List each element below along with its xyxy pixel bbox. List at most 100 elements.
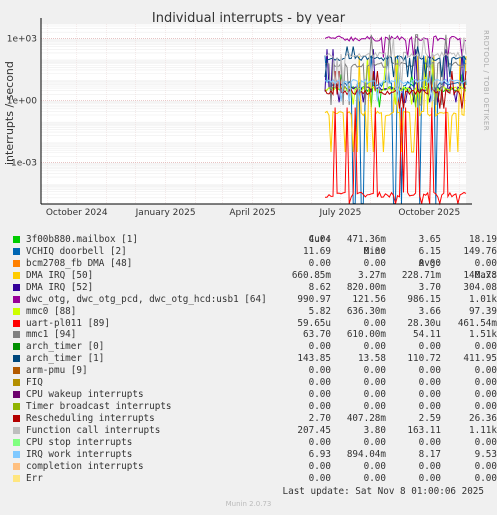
- legend-min-value: 0.00: [363, 257, 386, 269]
- legend-row: completion interrupts 0.00 0.00 0.00 0.00: [13, 461, 497, 473]
- legend-row: mmc1 [94] 63.70 610.00m 54.11 1.51k: [13, 329, 497, 341]
- legend-row: 3f00b880.mailbox [1] 4.04 471.36m 3.65 18.19: [13, 234, 497, 246]
- legend-swatch: [13, 283, 20, 291]
- legend-cur-value: 59.65u: [297, 317, 331, 329]
- legend-row: CPU stop interrupts 0.00 0.00 0.00 0.00: [13, 437, 497, 449]
- y-tick-label: 1e-03: [11, 159, 37, 169]
- series-line: [324, 46, 467, 78]
- legend-min-value: 0.00: [363, 317, 386, 329]
- legend-swatch: [13, 438, 20, 446]
- legend-series-name: uart-pl011 [89]: [26, 317, 110, 329]
- legend-series-name: 3f00b880.mailbox [1]: [26, 233, 138, 245]
- legend-series-name: CPU stop interrupts: [26, 436, 133, 448]
- legend-avg-value: 0.00: [418, 460, 441, 472]
- legend-row: arm-pmu [9] 0.00 0.00 0.00 0.00: [13, 365, 497, 377]
- legend-swatch: [13, 415, 20, 422]
- x-tick-label: January 2025: [135, 208, 196, 218]
- legend-min-value: 636.30m: [346, 305, 386, 317]
- legend-series-name: VCHIQ doorbell [2]: [26, 245, 127, 257]
- legend-min-value: 471.36m: [346, 233, 386, 245]
- y-tick-label: 1e+03: [7, 34, 37, 44]
- legend-avg-value: 6.15: [418, 245, 441, 257]
- legend-row: DMA IRQ [52] 8.62 820.00m 3.70 304.08: [13, 282, 497, 294]
- legend-max-value: 0.00: [474, 257, 497, 269]
- chart-title: Individual interrupts - by year: [151, 11, 346, 26]
- legend-series-name: Timer broadcast interrupts: [26, 401, 172, 413]
- legend-min-value: 0.00: [363, 245, 386, 257]
- legend-row: uart-pl011 [89] 59.65u 0.00 28.30u 461.54m: [13, 318, 497, 330]
- legend-row: bcm2708_fb DMA [48] 0.00 0.00 0.00 0.00: [13, 258, 497, 270]
- legend-row: FIQ 0.00 0.00 0.00 0.00: [13, 377, 497, 389]
- legend-avg-value: 0.00: [418, 472, 441, 484]
- legend-header: Cur: Min: Avg: Max:: [13, 222, 497, 281]
- legend-cur-value: 990.97: [297, 293, 331, 305]
- legend-cur-value: 0.00: [308, 460, 331, 472]
- legend-max-value: 0.00: [474, 341, 497, 353]
- legend-avg-value: 0.00: [418, 377, 441, 389]
- legend-max-value: 0.00: [474, 377, 497, 389]
- x-tick-label: October 2024: [46, 208, 108, 218]
- legend-row: Err 0.00 0.00 0.00 0.00: [13, 473, 497, 485]
- legend-row: VCHIQ doorbell [2] 11.69 0.00 6.15 149.76: [13, 246, 497, 258]
- legend-series-name: mmc1 [94]: [26, 329, 77, 341]
- legend-max-value: 26.36: [469, 413, 497, 424]
- legend-avg-value: 0.00: [418, 365, 441, 377]
- legend-swatch: [13, 367, 20, 375]
- legend-avg-value: 3.70: [418, 281, 441, 293]
- legend-min-value: 820.00m: [346, 281, 386, 293]
- legend-swatch: [13, 391, 20, 399]
- plot-area: 1e+03 1e+00 1e-03 October 2024 January 2025 A…: [7, 18, 472, 218]
- legend-swatch: [13, 355, 20, 363]
- legend: Cur: Min: Avg: Max: 3f00b880.mailbox [1]…: [13, 222, 497, 485]
- legend-swatch: [13, 319, 20, 327]
- last-update: Last update: Sat Nov 8 01:00:06 2025: [282, 486, 485, 497]
- y-tick-label: 1e+00: [7, 97, 38, 107]
- legend-avg-value: 0.00: [418, 401, 441, 413]
- legend-swatch: [13, 271, 20, 279]
- legend-cur-value: 2.70: [308, 413, 331, 424]
- legend-max-value: 0.00: [474, 365, 497, 377]
- legend-series-name: FIQ: [26, 377, 43, 389]
- legend-max-value: 0.00: [474, 460, 497, 472]
- legend-series-name: Rescheduling interrupts: [26, 413, 155, 424]
- legend-min-value: 0.00: [363, 401, 386, 413]
- legend-min-value: 0.00: [363, 341, 386, 353]
- legend-swatch: [13, 331, 20, 339]
- legend-min-value: 407.28m: [346, 413, 386, 424]
- legend-cur-value: 0.00: [308, 257, 331, 269]
- legend-min-value: 13.58: [358, 353, 386, 365]
- legend-swatch: [13, 307, 20, 315]
- legend-row: mmc0 [88] 5.82 636.30m 3.66 97.39: [13, 306, 497, 318]
- legend-rows: 3f00b880.mailbox [1] 4.04 471.36m 3.65 18.19…: [13, 234, 497, 485]
- legend-swatch: [13, 259, 20, 267]
- legend-row: CPU wakeup interrupts 0.00 0.00 0.00 0.00: [13, 389, 497, 401]
- legend-min-value: 0.00: [363, 460, 386, 472]
- legend-swatch: [13, 295, 20, 303]
- legend-max-value: 461.54m: [457, 317, 497, 329]
- legend-series-name: bcm2708_fb DMA [48]: [26, 257, 133, 269]
- legend-avg-value: 3.65: [418, 233, 441, 245]
- x-tick-label: October 2025: [398, 208, 460, 218]
- legend-avg-value: 0.00: [418, 257, 441, 269]
- legend-cur-value: 143.85: [297, 353, 331, 365]
- legend-row: Function call interrupts 207.45 3.80 163.11…: [13, 425, 497, 437]
- legend-min-value: 0.00: [363, 389, 386, 401]
- legend-avg-value: 0.00: [418, 436, 441, 448]
- legend-avg-value: 0.00: [418, 341, 441, 353]
- legend-max-value: 9.53: [474, 448, 497, 460]
- legend-cur-value: 0.00: [308, 401, 331, 413]
- legend-swatch: [13, 462, 20, 470]
- legend-max-value: 1.01k: [469, 293, 497, 305]
- legend-cur-value: 0.00: [308, 472, 331, 484]
- legend-cur-value: 660.85m: [291, 269, 331, 281]
- legend-cur-value: 11.69: [303, 245, 331, 257]
- legend-cur-value: 4.04: [308, 233, 331, 245]
- legend-cur-value: 0.00: [308, 377, 331, 389]
- legend-max-value: 0.00: [474, 401, 497, 413]
- legend-min-value: 121.56: [352, 293, 386, 305]
- legend-max-value: 0.00: [474, 389, 497, 401]
- legend-series-name: Function call interrupts: [26, 424, 161, 436]
- legend-avg-value: 2.59: [418, 413, 441, 424]
- legend-swatch: [13, 450, 20, 458]
- legend-row: DMA IRQ [50] 660.85m 3.27m 228.71m 140.78: [13, 270, 497, 282]
